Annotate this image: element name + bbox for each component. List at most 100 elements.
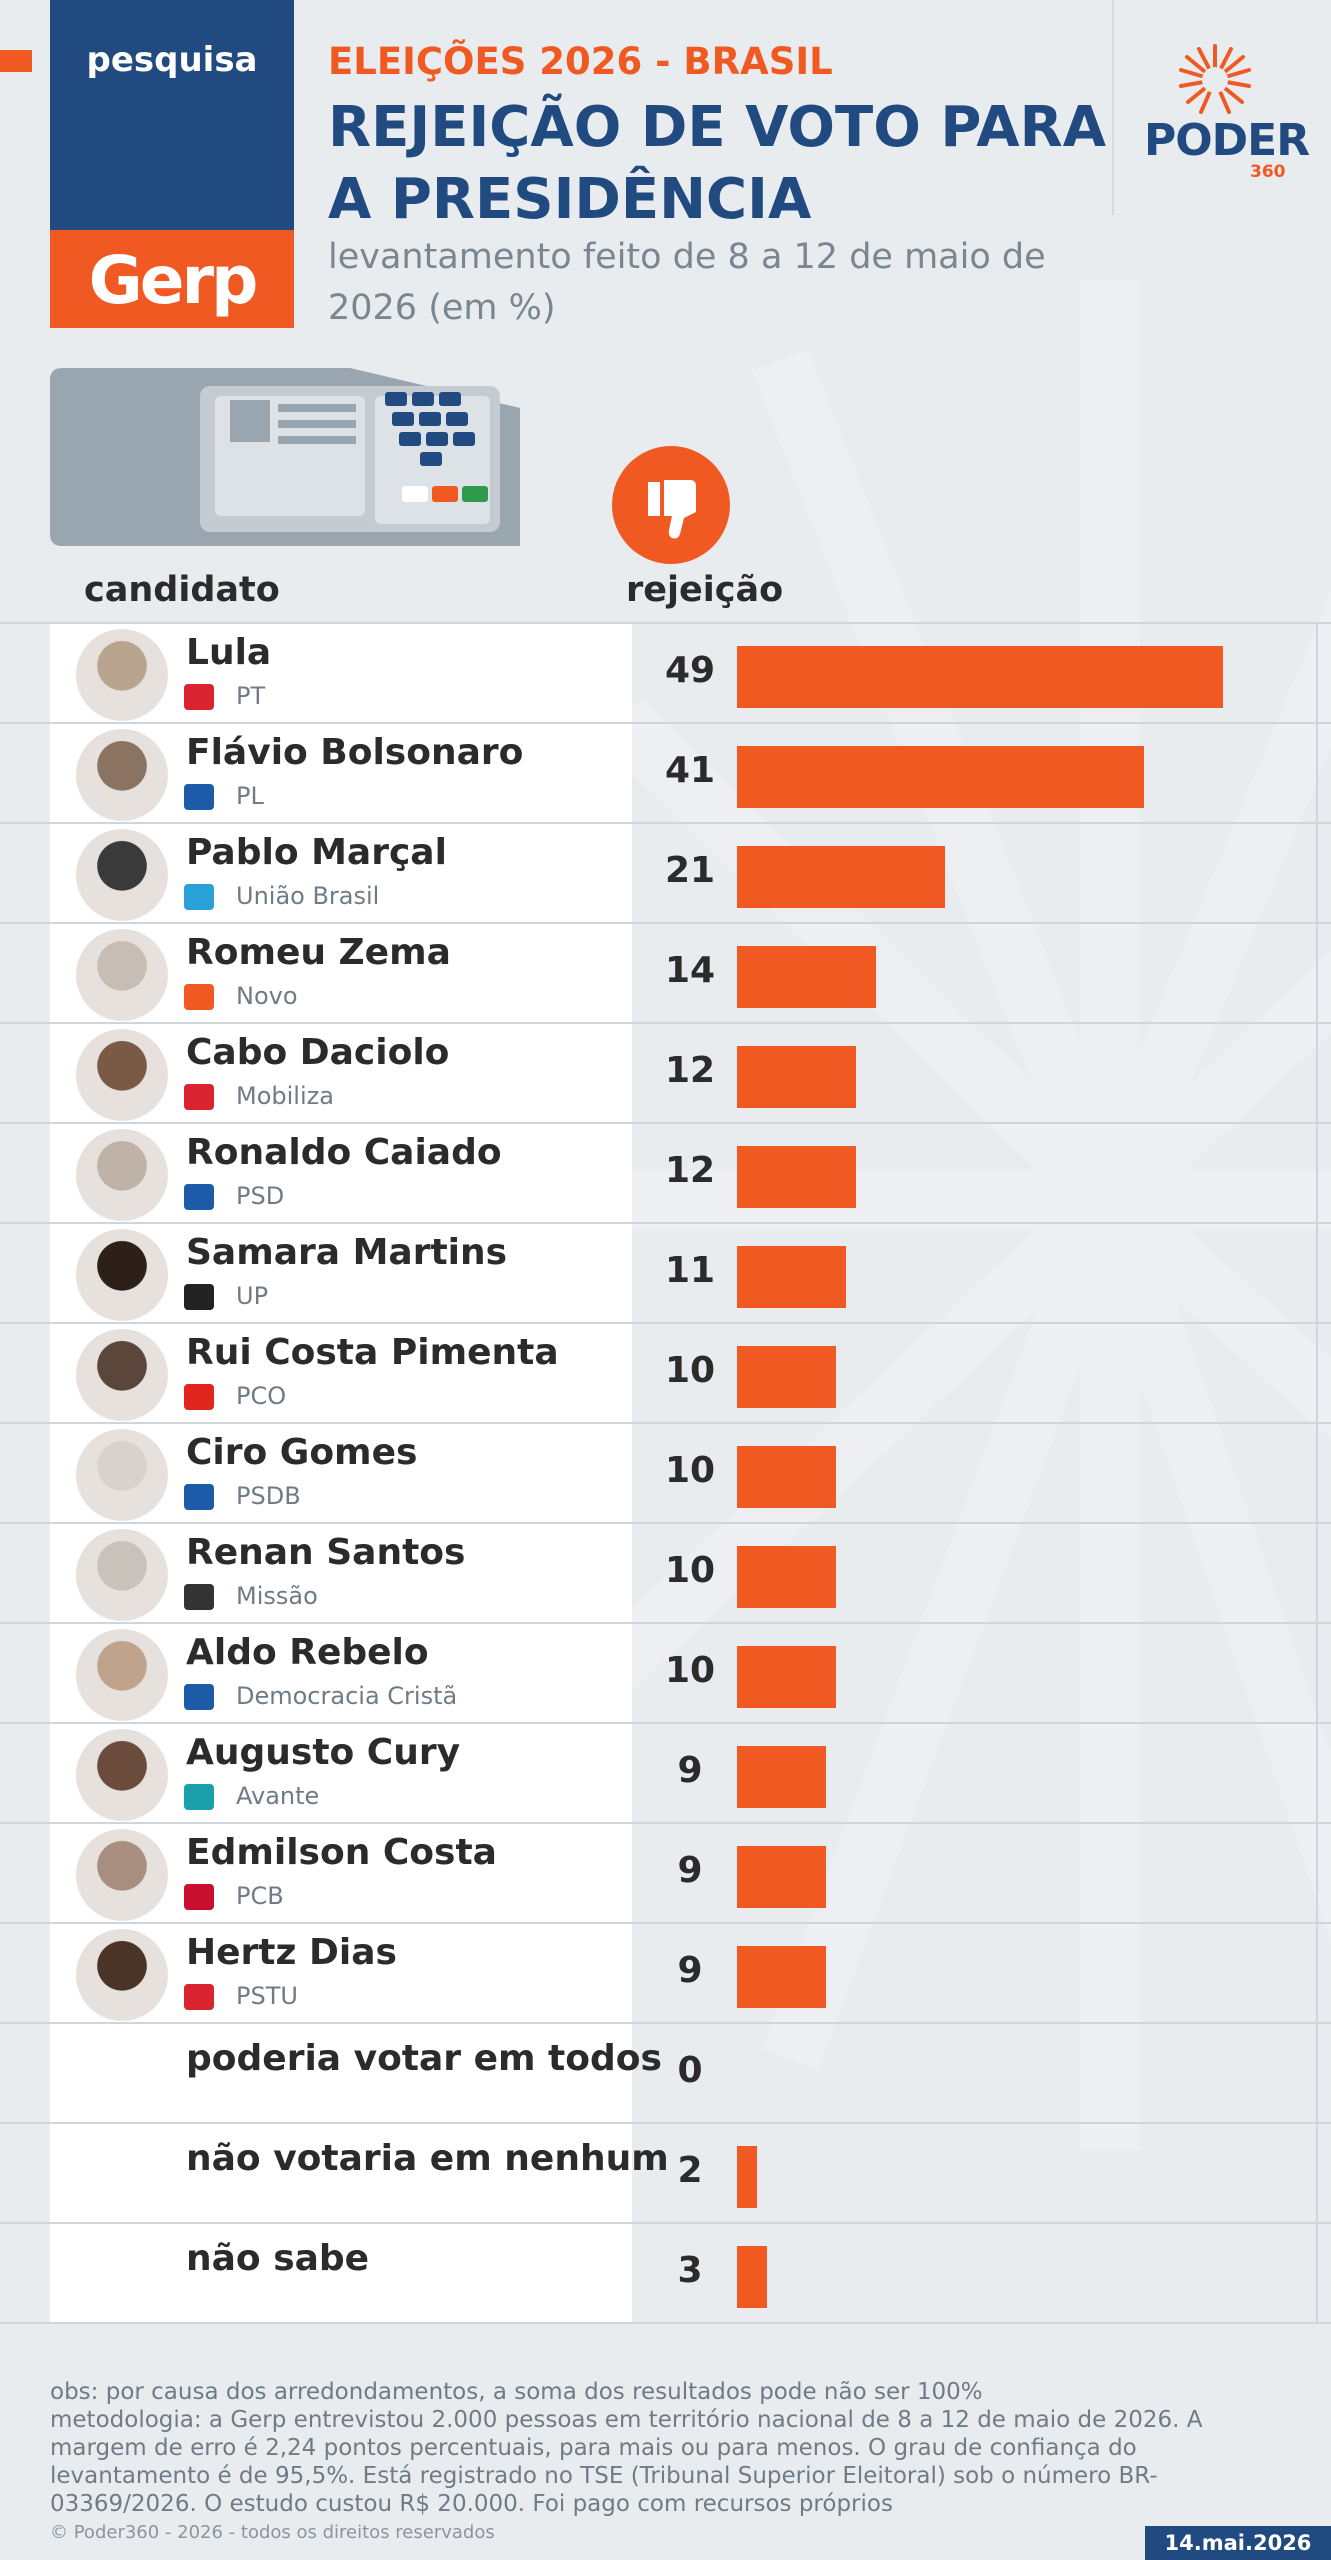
page-title: REJEIÇÃO DE VOTO PARA A PRESIDÊNCIA: [328, 95, 1107, 232]
bar: [737, 1746, 826, 1808]
data-label: 21: [664, 850, 716, 891]
candidate-avatar: [76, 1129, 168, 1221]
table-row: Ciro Gomes PSDB 10: [0, 1422, 1331, 1522]
party-name: PL: [236, 782, 264, 810]
party-logo-icon: [184, 684, 214, 710]
party-logo-icon: [184, 1484, 214, 1510]
bar: [737, 646, 1223, 708]
party-logo-icon: [184, 1584, 214, 1610]
party-logo-icon: [184, 884, 214, 910]
row-background: [50, 2124, 632, 2222]
party-name: Avante: [236, 1782, 320, 1810]
data-label: 14: [664, 950, 716, 991]
data-label: 2: [677, 2150, 703, 2191]
candidate-name: Ronaldo Caiado: [186, 1132, 502, 1173]
candidate-name: Ciro Gomes: [186, 1432, 418, 1473]
candidate-avatar: [76, 629, 168, 721]
thumbs-down-icon: [612, 446, 730, 564]
candidate-avatar: [76, 1629, 168, 1721]
candidate-name: não sabe: [186, 2238, 370, 2279]
kicker: ELEIÇÕES 2026 - BRASIL: [328, 40, 833, 83]
party-name: União Brasil: [236, 882, 380, 910]
data-label: 10: [664, 1450, 716, 1491]
party-name: PSTU: [236, 1982, 298, 2010]
footer-notes: obs: por causa dos arredondamentos, a so…: [50, 2378, 1290, 2518]
party-logo-icon: [184, 1284, 214, 1310]
party-logo-icon: [184, 1884, 214, 1910]
bar: [737, 1646, 836, 1708]
obs-note: obs: por causa dos arredondamentos, a so…: [50, 2379, 983, 2405]
candidate-avatar: [76, 1029, 168, 1121]
candidate-name: Hertz Dias: [186, 1932, 397, 1973]
party-name: Novo: [236, 982, 298, 1010]
candidate-name: Aldo Rebelo: [186, 1632, 429, 1673]
data-label: 10: [664, 1550, 716, 1591]
bar: [737, 2146, 757, 2208]
candidate-avatar: [76, 1529, 168, 1621]
candidate-name: Augusto Cury: [186, 1732, 461, 1773]
data-label: 12: [664, 1150, 716, 1191]
table-row: não sabe 3: [0, 2222, 1331, 2322]
table-row: Renan Santos Missão 10: [0, 1522, 1331, 1622]
table-row: Romeu Zema Novo 14: [0, 922, 1331, 1022]
party-name: UP: [236, 1282, 269, 1310]
bar: [737, 1346, 836, 1408]
candidate-avatar: [76, 729, 168, 821]
bar: [737, 746, 1144, 808]
table-row: Edmilson Costa PCB 9: [0, 1822, 1331, 1922]
party-logo-icon: [184, 1084, 214, 1110]
watermark-rays: [560, 280, 1331, 2150]
brand-top: pesquisa: [50, 0, 294, 230]
table-row: Samara Martins UP 11: [0, 1222, 1331, 1322]
brand-bottom: Gerp: [50, 230, 294, 328]
date-badge: 14.mai.2026: [1145, 2526, 1331, 2560]
party-logo-icon: [184, 1984, 214, 2010]
candidate-avatar: [76, 1929, 168, 2021]
methodology-note: metodologia: a Gerp entrevistou 2.000 pe…: [50, 2407, 1203, 2517]
bar: [737, 2246, 767, 2308]
data-label: 11: [664, 1250, 716, 1291]
table-row: não votaria em nenhum 2: [0, 2122, 1331, 2222]
bar: [737, 1546, 836, 1608]
party-name: PSDB: [236, 1482, 301, 1510]
page-subtitle: levantamento feito de 8 a 12 de maio de …: [328, 237, 1046, 328]
candidate-name: Pablo Marçal: [186, 832, 447, 873]
bar: [737, 946, 876, 1008]
bar: [737, 1446, 836, 1508]
orange-tick: [0, 50, 32, 72]
party-name: Missão: [236, 1582, 318, 1610]
party-name: Democracia Cristã: [236, 1682, 458, 1710]
party-name: PCO: [236, 1382, 287, 1410]
party-name: Mobiliza: [236, 1082, 334, 1110]
candidate-avatar: [76, 1729, 168, 1821]
column-candidate: candidato: [84, 570, 280, 610]
party-name: PSD: [236, 1182, 285, 1210]
data-label: 41: [664, 750, 716, 791]
candidate-name: Renan Santos: [186, 1532, 466, 1573]
candidate-avatar: [76, 1429, 168, 1521]
candidate-name: poderia votar em todos: [186, 2038, 662, 2079]
candidate-avatar: [76, 829, 168, 921]
candidate-name: Romeu Zema: [186, 932, 451, 973]
candidate-name: não votaria em nenhum: [186, 2138, 669, 2179]
table-row: Cabo Daciolo Mobiliza 12: [0, 1022, 1331, 1122]
candidate-name: Rui Costa Pimenta: [186, 1332, 559, 1373]
copyright: © Poder360 - 2026 - todos os direitos re…: [50, 2522, 495, 2543]
data-label: 49: [664, 650, 716, 691]
data-label: 9: [677, 1750, 703, 1791]
table-row: Rui Costa Pimenta PCO 10: [0, 1322, 1331, 1422]
poder360-logo[interactable]: PODER 360: [1130, 40, 1310, 190]
bar: [737, 1946, 826, 2008]
ballot-box-icon: [50, 368, 520, 546]
data-label: 10: [664, 1650, 716, 1691]
poder-name: PODER: [1144, 115, 1310, 166]
candidate-avatar: [76, 1329, 168, 1421]
candidate-avatar: [76, 1229, 168, 1321]
table-bottom-rule: [0, 2322, 1331, 2324]
table-row: Pablo Marçal União Brasil 21: [0, 822, 1331, 922]
table-row: poderia votar em todos 0: [0, 2022, 1331, 2122]
bar: [737, 1146, 856, 1208]
data-label: 0: [677, 2050, 703, 2091]
data-label: 10: [664, 1350, 716, 1391]
